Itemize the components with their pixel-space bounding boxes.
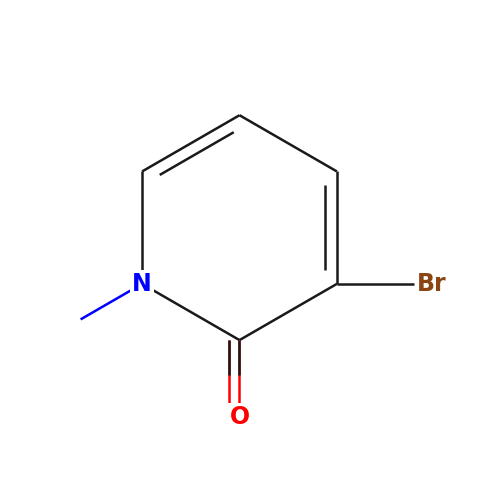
Text: N: N	[132, 272, 152, 296]
Text: O: O	[229, 405, 250, 429]
Text: Br: Br	[417, 272, 446, 296]
